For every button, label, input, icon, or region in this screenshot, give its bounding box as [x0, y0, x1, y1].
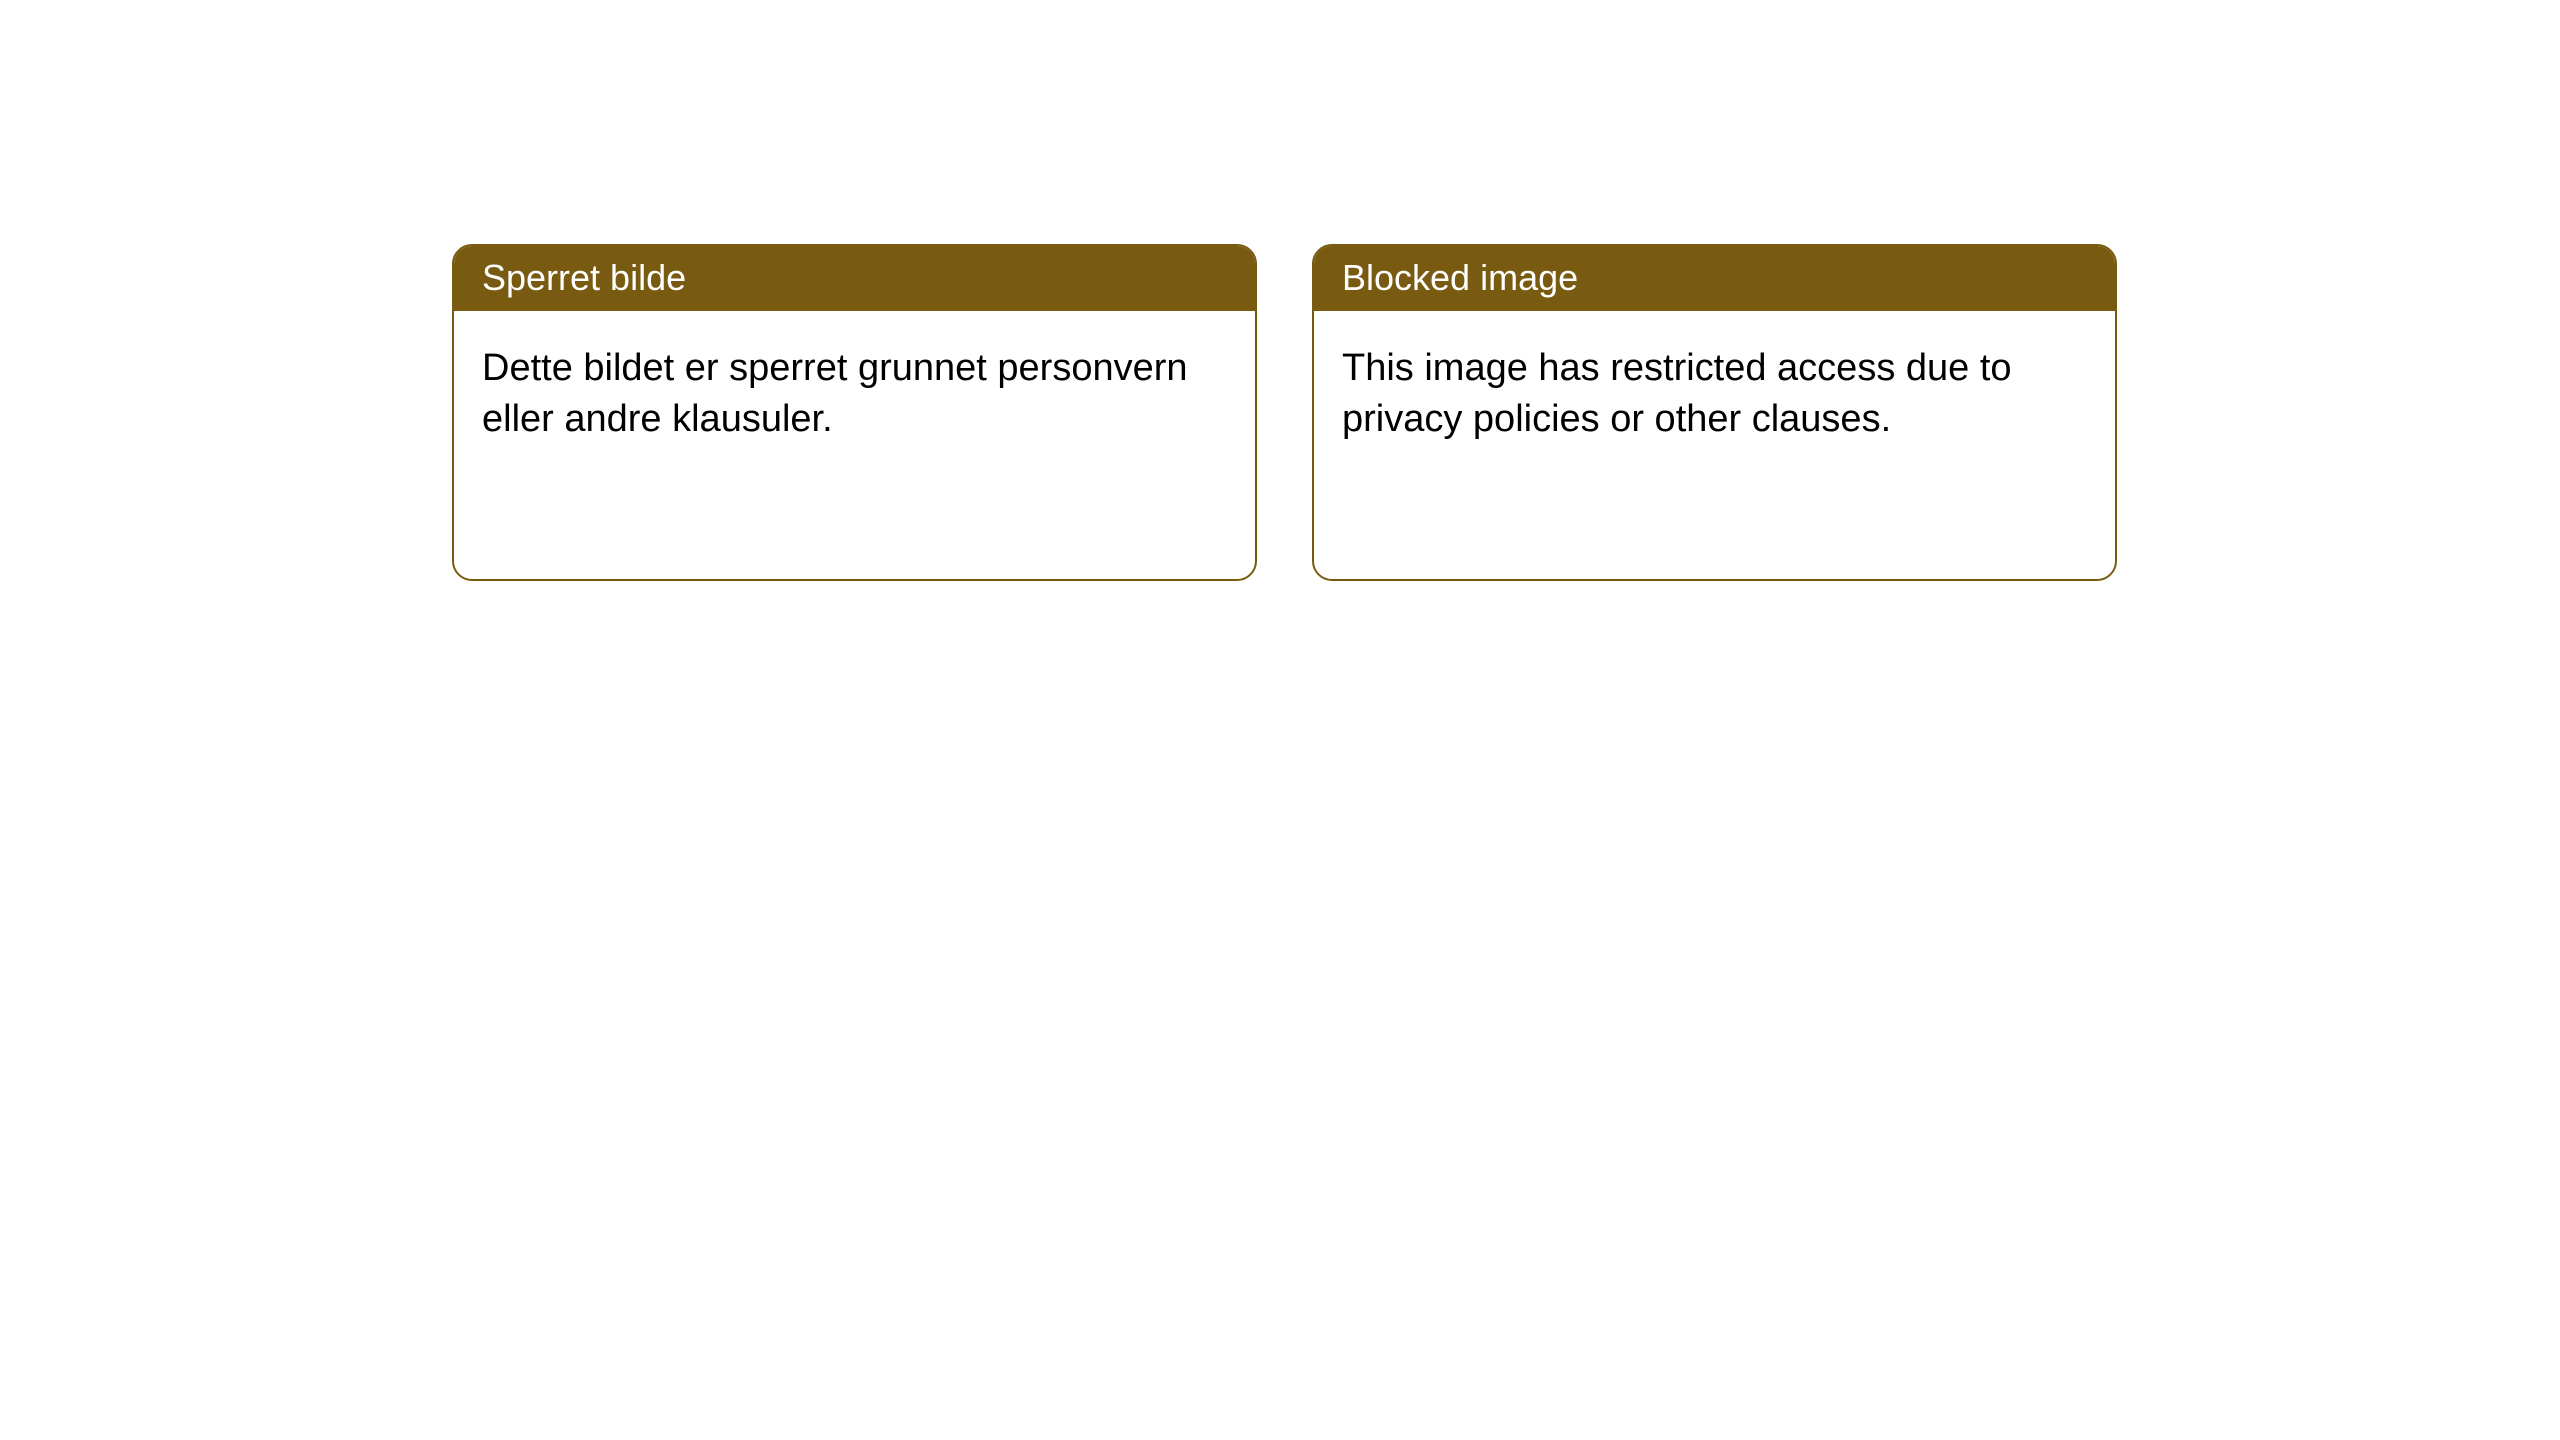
notice-card-norwegian: Sperret bilde Dette bildet er sperret gr…	[452, 244, 1257, 581]
notice-title-norwegian: Sperret bilde	[454, 246, 1255, 311]
notice-card-english: Blocked image This image has restricted …	[1312, 244, 2117, 581]
notice-body-english: This image has restricted access due to …	[1314, 311, 2115, 478]
notice-container: Sperret bilde Dette bildet er sperret gr…	[0, 0, 2560, 581]
notice-body-norwegian: Dette bildet er sperret grunnet personve…	[454, 311, 1255, 478]
notice-title-english: Blocked image	[1314, 246, 2115, 311]
